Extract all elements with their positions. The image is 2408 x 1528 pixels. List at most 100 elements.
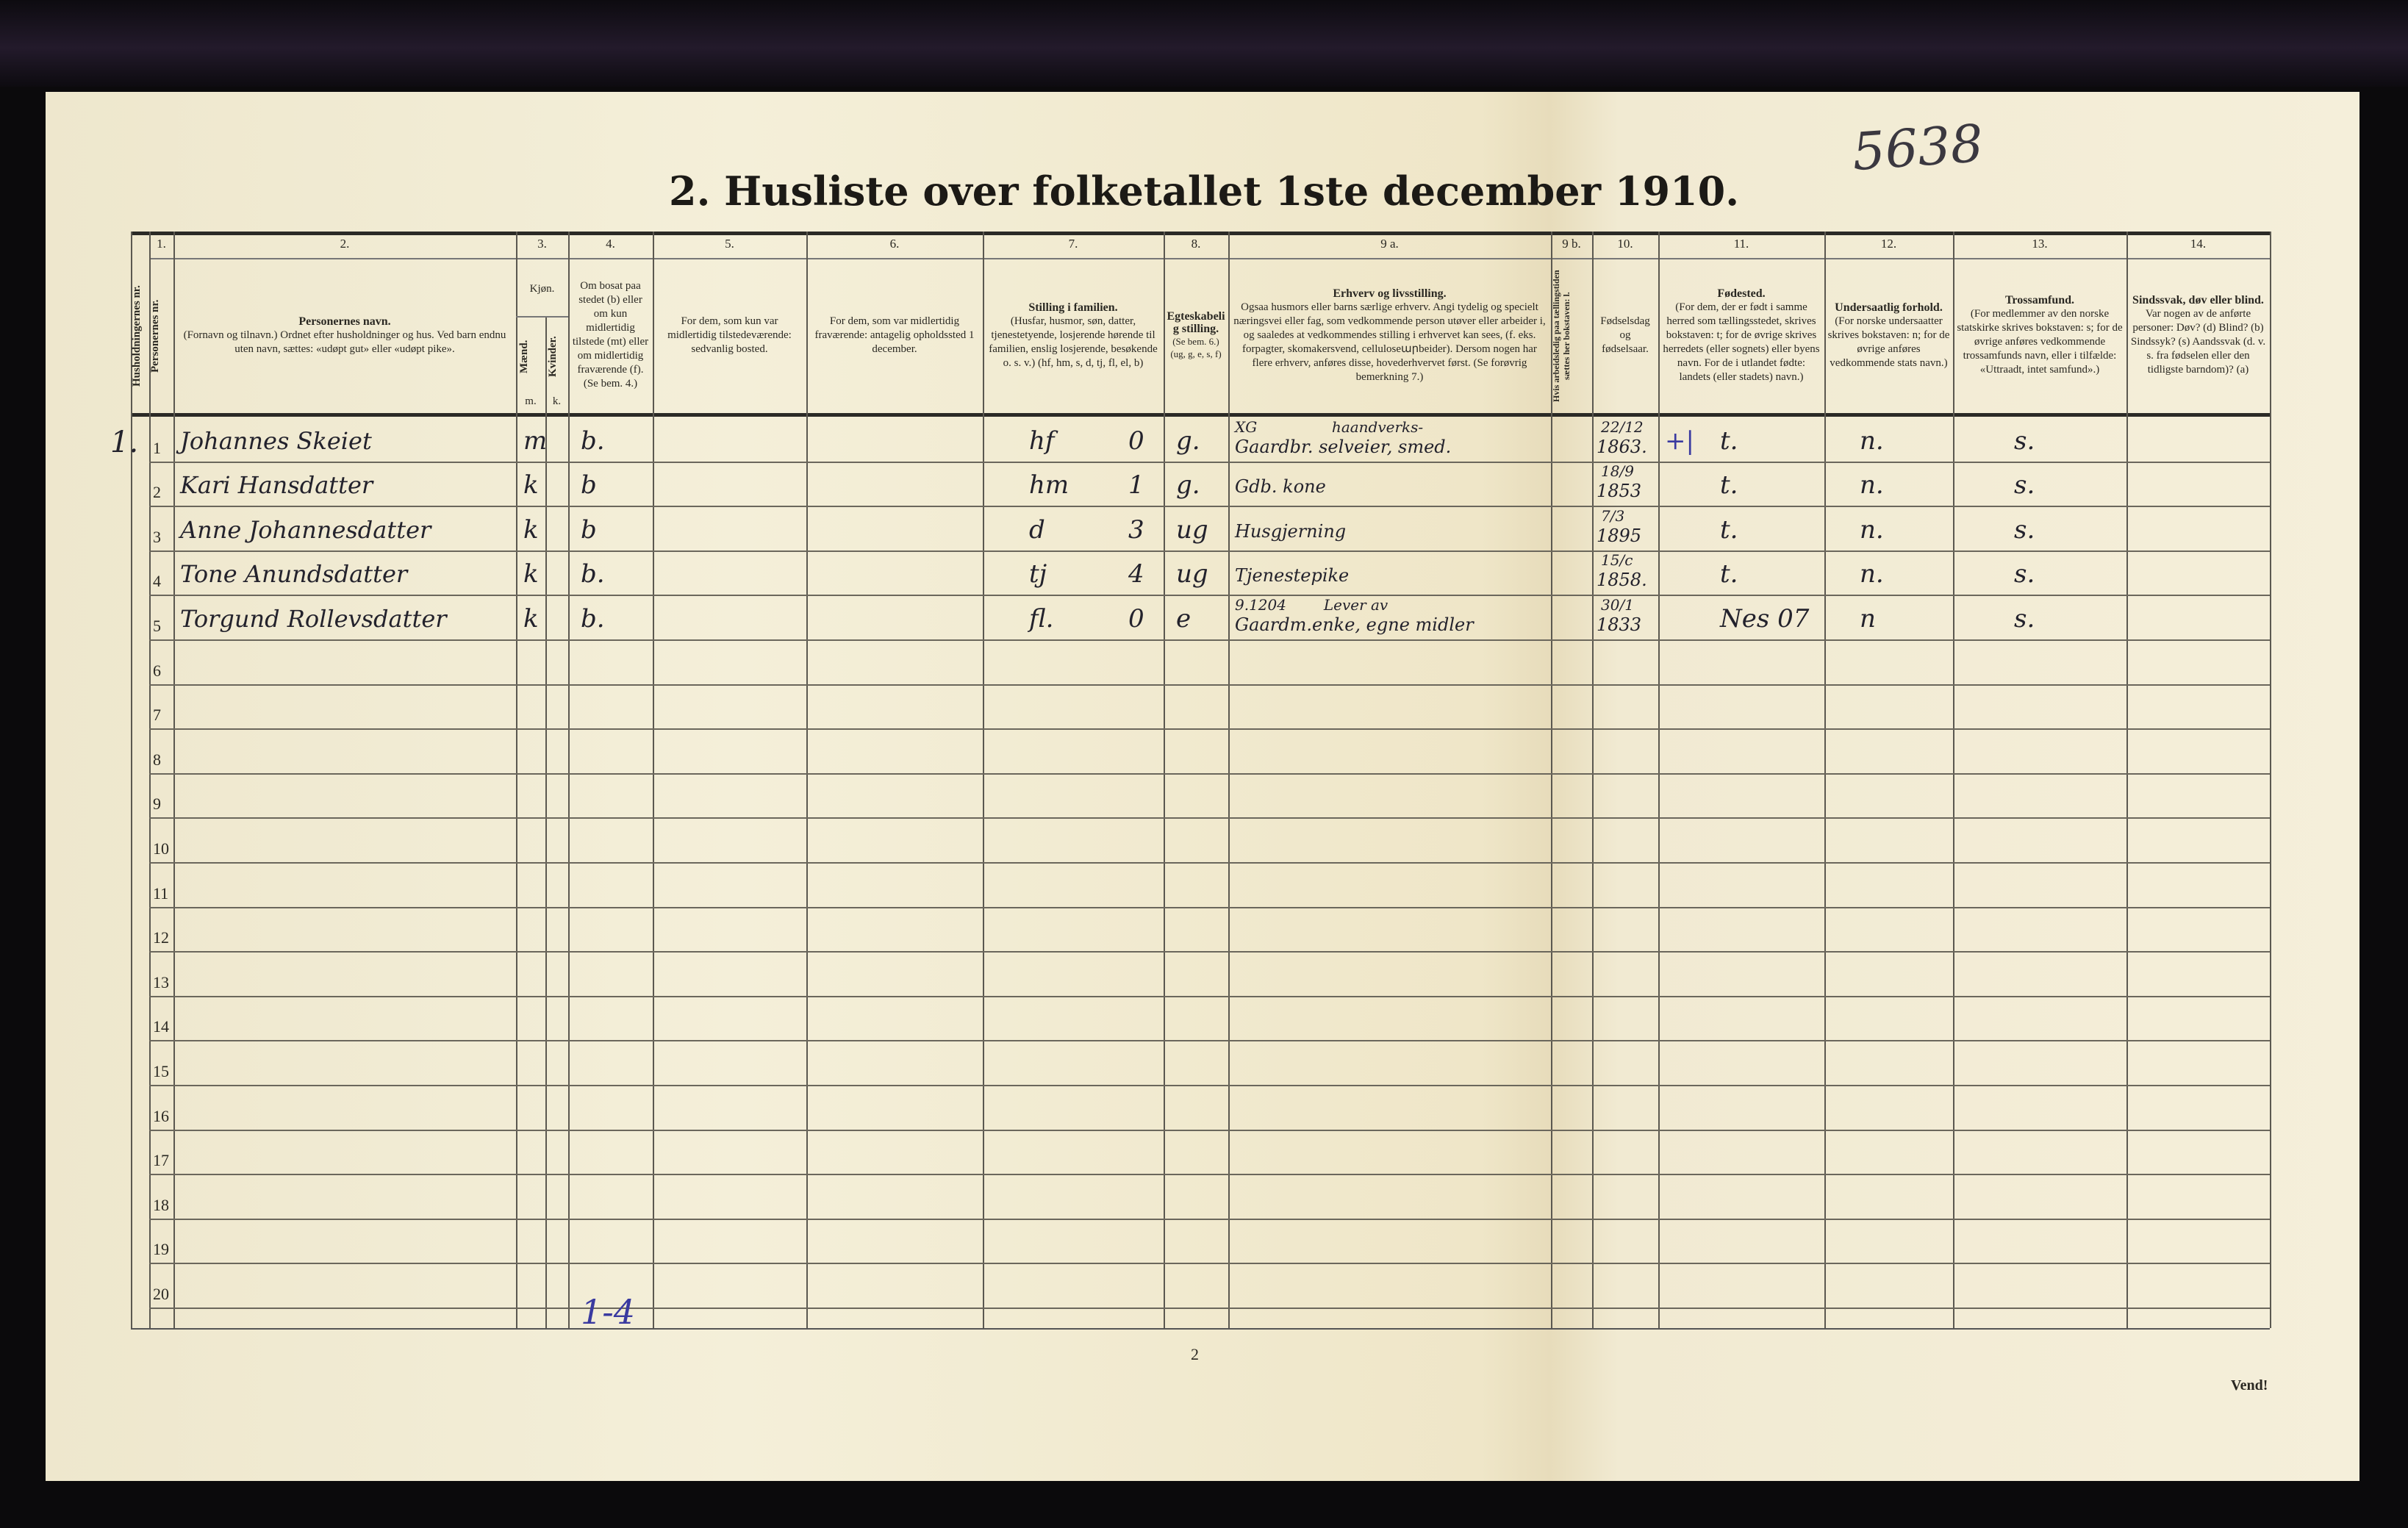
column-header: Trossamfund. (For medlemmer av den norske… (1956, 262, 2124, 409)
birth-year: 1833 (1597, 614, 1642, 635)
column-header-title: Undersaatlig forhold. (1835, 301, 1943, 314)
margin-note: 1-4 (581, 1292, 636, 1332)
residence-status: b (581, 515, 597, 545)
archive-number: 5638 (1850, 112, 1985, 183)
marital-status: g. (1176, 470, 1200, 500)
row-rule (149, 951, 2270, 953)
row-number: 5 (153, 617, 161, 635)
column-header-vertical: Husholdningernes nr. (131, 285, 143, 387)
row-number: 12 (153, 928, 169, 947)
citizenship: n. (1860, 559, 1884, 589)
column-number: 10. (1617, 237, 1633, 251)
column-header-title: Erhverv og livsstilling. (1333, 287, 1447, 300)
column-header-text: Var nogen av de anførte personer: Døv? (… (2130, 308, 2266, 376)
row-number: 11 (153, 884, 169, 903)
row-rule (149, 684, 2270, 686)
column-header: Fødselsdag og fødselsaar. (1595, 262, 1655, 409)
column-divider (516, 232, 517, 1328)
birth-day: 22/12 (1601, 418, 1644, 436)
column-header-text: (For medlemmer av den norske statskirke … (1957, 308, 2123, 376)
column-number: 11. (1733, 237, 1749, 251)
marital-status: g. (1176, 426, 1200, 456)
row-rule (149, 996, 2270, 997)
row-rule (149, 1308, 2270, 1309)
religion: s. (2014, 559, 2035, 589)
column-number: 1. (157, 237, 166, 251)
column-header-text: Om bosat paa stedet (b) eller om kun mid… (572, 280, 649, 390)
column-number: 8. (1191, 237, 1201, 251)
column-header: Personernes navn. (Fornavn og tilnavn.) O… (176, 262, 513, 409)
residence-status: b. (581, 559, 605, 589)
column-divider (1658, 232, 1660, 1328)
check-mark: +| (1665, 426, 1694, 456)
column-number: 9 b. (1562, 237, 1581, 251)
sex-value: k (523, 470, 539, 500)
occupation: Gaardm.enke, egne midler (1235, 614, 1474, 635)
column-header-text: For dem, som kun var midlertidig tilsted… (667, 315, 792, 355)
residence-status: b. (581, 604, 605, 634)
religion: s. (2014, 470, 2035, 500)
occupation: Husgjerning (1235, 521, 1347, 542)
table-bottom-rule (131, 1328, 2270, 1330)
row-number: 19 (153, 1240, 169, 1258)
column-header-title: Personernes navn. (298, 315, 391, 328)
sex-value: m (523, 426, 548, 456)
column-header-text: Fødselsdag og fødselsaar. (1600, 315, 1650, 355)
column-divider (568, 232, 570, 1328)
birthplace: t. (1720, 515, 1738, 545)
position-code: 1 (1128, 470, 1144, 500)
residence-status: b. (581, 426, 605, 456)
row-number: 14 (153, 1017, 169, 1036)
column-header-text: For dem, som var midlertidig fraværende:… (814, 315, 975, 355)
page-number: 2 (1191, 1345, 1199, 1363)
row-rule (149, 639, 2270, 641)
row-number: 4 (153, 572, 161, 590)
row-rule (149, 773, 2270, 775)
religion: s. (2014, 426, 2035, 456)
column-header: For dem, som var midlertidig fraværende:… (809, 262, 980, 409)
column-divider (2126, 232, 2128, 1328)
column-header-sub: m. (525, 395, 537, 407)
column-divider (1228, 232, 1230, 1328)
table-top-rule (131, 232, 2270, 235)
citizenship: n (1860, 604, 1876, 634)
column-header-text: (For dem, der er født i samme herred som… (1663, 301, 1820, 383)
column-number: 7. (1068, 237, 1078, 251)
row-rule (149, 462, 2270, 463)
column-divider (1824, 232, 1826, 1328)
column-divider (1592, 232, 1594, 1328)
vend-note: Vend! (2231, 1377, 2268, 1394)
row-number: 13 (153, 973, 169, 991)
citizenship: n. (1860, 470, 1884, 500)
person-name: Torgund Rollevsdatter (180, 605, 447, 633)
position-code: 3 (1128, 515, 1144, 545)
birth-day: 18/9 (1601, 462, 1634, 480)
birth-year: 1858. (1597, 570, 1647, 590)
row-number: 2 (153, 483, 161, 501)
position-code: 4 (1128, 559, 1144, 589)
column-divider (653, 232, 654, 1328)
person-name: Kari Hansdatter (180, 471, 373, 499)
position-code: 0 (1128, 426, 1144, 456)
birth-day: 7/3 (1601, 507, 1625, 525)
scanner-background (0, 0, 2408, 87)
column-header-text: (For norske undersaatter skrives bokstav… (1827, 315, 1950, 369)
birth-year: 1863. (1597, 437, 1647, 457)
column-divider (1551, 232, 1552, 1328)
row-number: 9 (153, 795, 161, 813)
sex-value: k (523, 604, 539, 634)
birthplace: t. (1720, 559, 1738, 589)
person-name: Tone Anundsdatter (180, 560, 408, 588)
row-number: 7 (153, 706, 161, 724)
row-number: 17 (153, 1151, 169, 1169)
row-number: 6 (153, 661, 161, 680)
family-position: hf (1029, 426, 1055, 456)
occupation-note: XG haandverks- (1235, 418, 1424, 436)
column-divider (1953, 232, 1954, 1328)
column-header-text: Ogsaa husmors eller barns særlige erhver… (1233, 301, 1546, 383)
column-divider (545, 316, 547, 1328)
marital-status: e (1176, 604, 1192, 634)
column-header: Undersaatlig forhold. (For norske undersa… (1827, 262, 1950, 409)
column-number: 5. (725, 237, 734, 251)
birth-day: 15/c (1601, 551, 1633, 569)
